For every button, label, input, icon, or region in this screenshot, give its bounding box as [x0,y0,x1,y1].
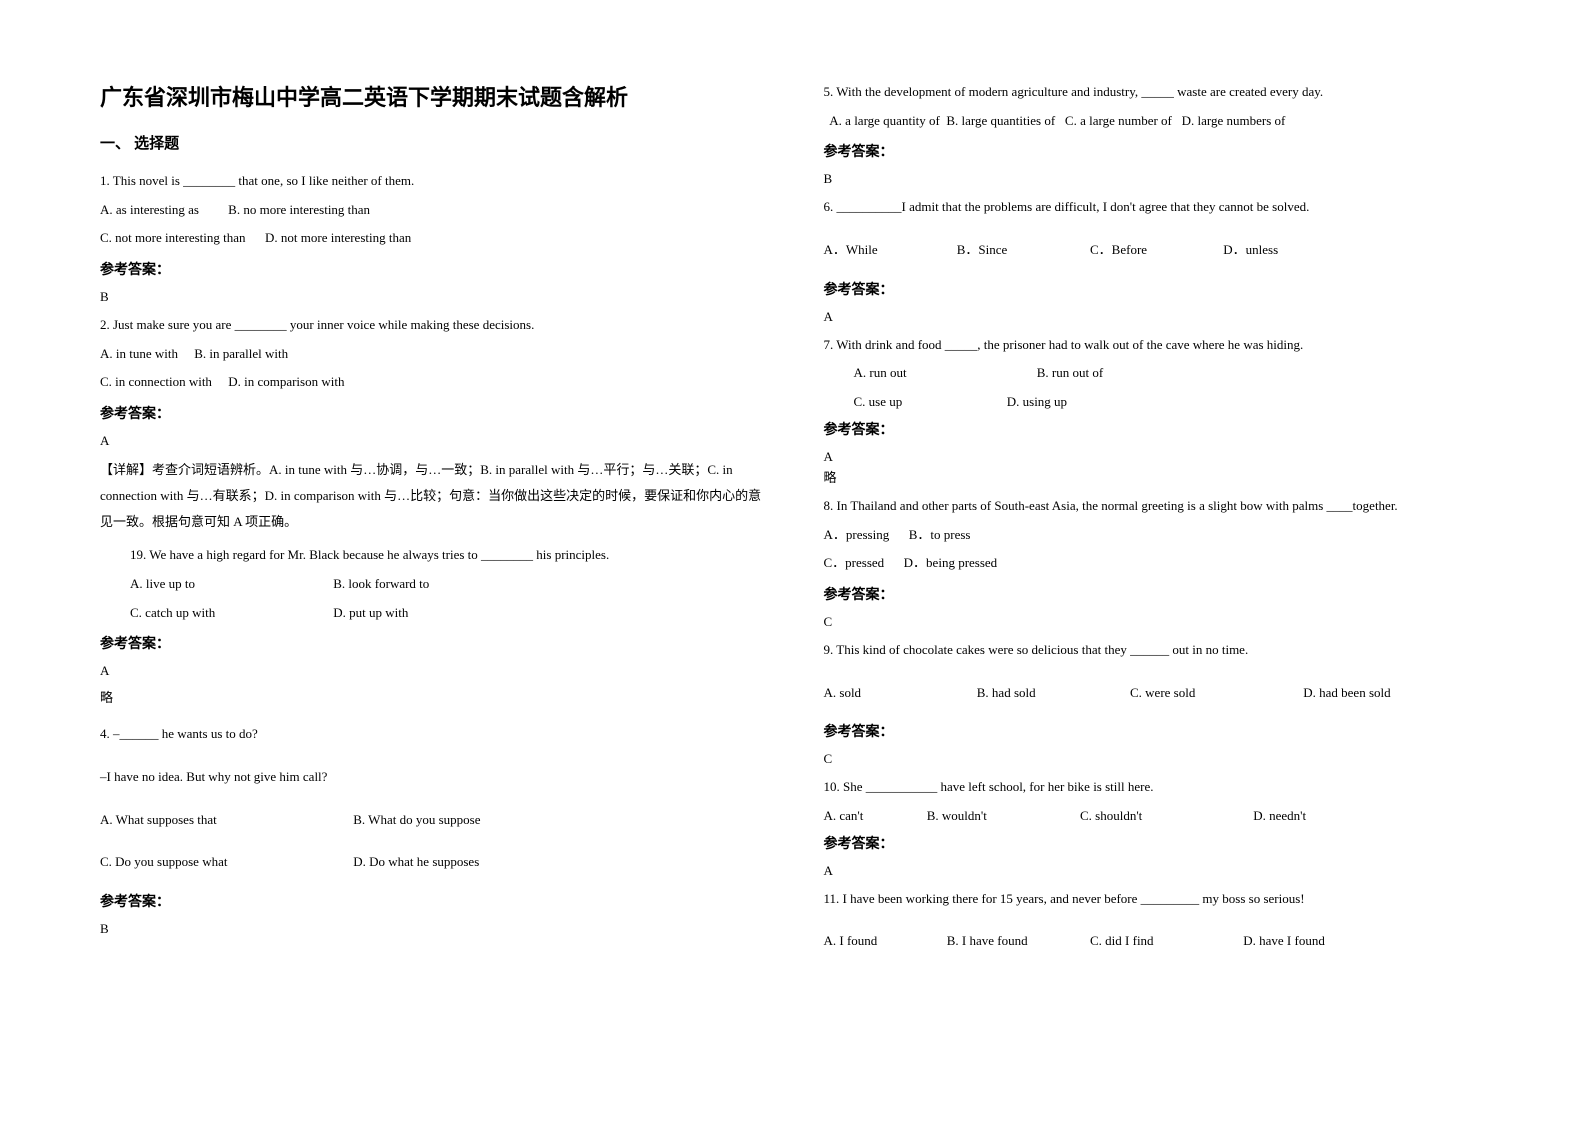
q1-answer-label: 参考答案： [100,259,764,279]
q6-options: A．While B．Since C．Before D．unless [824,238,1488,263]
q11-optA: A. I found [824,929,944,954]
q6-text: 6. __________I admit that the problems a… [824,195,1488,220]
q11-optD: D. have I found [1243,933,1325,948]
q11-optB: B. I have found [947,929,1087,954]
q1-optA: A. as interesting as [100,202,199,217]
q4-optA: A. What supposes that [100,808,350,833]
q9-answer-label: 参考答案： [824,721,1488,741]
q2-optC: C. in connection with [100,374,212,389]
q10-answer: A [824,863,1488,879]
q6-optD: D．unless [1223,242,1278,257]
q4-answer-label: 参考答案： [100,891,764,911]
q6-optA: A．While [824,238,954,263]
q9-answer: C [824,751,1488,767]
q1-options-row2: C. not more interesting than D. not more… [100,226,764,251]
q2-answer-label: 参考答案： [100,403,764,423]
left-column: 广东省深圳市梅山中学高二英语下学期期末试题含解析 一、 选择题 1. This … [100,80,764,1082]
q9-optA: A. sold [824,681,974,706]
q3-note: 略 [100,687,764,706]
q4-optB: B. What do you suppose [353,812,480,827]
q2-text: 2. Just make sure you are ________ your … [100,313,764,338]
q8-text: 8. In Thailand and other parts of South-… [824,494,1488,519]
q7-optC: C. use up [854,390,1004,415]
q3-optD: D. put up with [333,605,408,620]
q10-optA: A. can't [824,804,924,829]
q3-optB: B. look forward to [333,576,429,591]
q3-optA: A. live up to [130,572,330,597]
q2-explanation: 【详解】考查介词短语辨析。A. in tune with 与…协调，与…一致；B… [100,457,764,535]
q7-note: 略 [824,467,1488,486]
page-title: 广东省深圳市梅山中学高二英语下学期期末试题含解析 [100,80,764,112]
q3-options-row2: C. catch up with D. put up with [100,601,764,626]
q10-text: 10. She ___________ have left school, fo… [824,775,1488,800]
q2-optB: B. in parallel with [194,346,288,361]
q6-answer: A [824,309,1488,325]
q1-options-row1: A. as interesting as B. no more interest… [100,198,764,223]
q3-answer-label: 参考答案： [100,633,764,653]
q7-answer-label: 参考答案： [824,419,1488,439]
q9-options: A. sold B. had sold C. were sold D. had … [824,681,1488,706]
q2-options-row2: C. in connection with D. in comparison w… [100,370,764,395]
q4-options-row1: A. What supposes that B. What do you sup… [100,808,764,833]
q5-options: A. a large quantity of B. large quantiti… [824,109,1488,134]
q7-optB: B. run out of [1037,365,1103,380]
q5-answer: B [824,171,1488,187]
q9-optB: B. had sold [977,681,1127,706]
q8-optC: C．pressed [824,555,885,570]
q2-answer: A [100,433,764,449]
q4-optC: C. Do you suppose what [100,850,350,875]
q8-optD: D．being pressed [904,555,998,570]
q2-optA: A. in tune with [100,346,178,361]
q9-text: 9. This kind of chocolate cakes were so … [824,638,1488,663]
q1-optD: D. not more interesting than [265,230,411,245]
q2-options-row1: A. in tune with B. in parallel with [100,342,764,367]
q1-text: 1. This novel is ________ that one, so I… [100,169,764,194]
q10-optB: B. wouldn't [927,804,1077,829]
q7-text: 7. With drink and food _____, the prison… [824,333,1488,358]
q1-answer: B [100,289,764,305]
q8-answer-label: 参考答案： [824,584,1488,604]
q6-optC: C．Before [1090,238,1220,263]
section-header: 一、 选择题 [100,132,764,153]
q4-text: 4. –______ he wants us to do? [100,722,764,747]
q11-options: A. I found B. I have found C. did I find… [824,929,1488,954]
q10-answer-label: 参考答案： [824,833,1488,853]
q8-answer: C [824,614,1488,630]
q8-options-row2: C．pressed D．being pressed [824,551,1488,576]
q5-answer-label: 参考答案： [824,141,1488,161]
right-column: 5. With the development of modern agricu… [824,80,1488,1082]
q5-text: 5. With the development of modern agricu… [824,80,1488,105]
q11-optC: C. did I find [1090,929,1240,954]
q4-options-row2: C. Do you suppose what D. Do what he sup… [100,850,764,875]
q1-optB: B. no more interesting than [228,202,370,217]
q9-optC: C. were sold [1130,681,1300,706]
q10-options: A. can't B. wouldn't C. shouldn't D. nee… [824,804,1488,829]
q4-line2: –I have no idea. But why not give him ca… [100,765,764,790]
q8-optA: A．pressing [824,527,890,542]
q3-answer: A [100,663,764,679]
q8-options-row1: A．pressing B．to press [824,523,1488,548]
q4-optD: D. Do what he supposes [353,854,479,869]
q7-answer: A [824,449,1488,465]
q2-optD: D. in comparison with [228,374,344,389]
q1-optC: C. not more interesting than [100,230,246,245]
q6-answer-label: 参考答案： [824,279,1488,299]
q9-optD: D. had been sold [1303,685,1390,700]
q10-optD: D. needn't [1253,808,1306,823]
q3-options-row1: A. live up to B. look forward to [100,572,764,597]
q11-text: 11. I have been working there for 15 yea… [824,887,1488,912]
q8-optB: B．to press [909,527,971,542]
q10-optC: C. shouldn't [1080,804,1250,829]
q6-optB: B．Since [957,238,1087,263]
q7-options-row1: A. run out B. run out of [824,361,1488,386]
q7-options-row2: C. use up D. using up [824,390,1488,415]
q3-optC: C. catch up with [130,601,330,626]
q3-text: 19. We have a high regard for Mr. Black … [100,543,764,568]
q4-answer: B [100,921,764,937]
q7-optA: A. run out [854,361,1034,386]
q7-optD: D. using up [1007,394,1067,409]
